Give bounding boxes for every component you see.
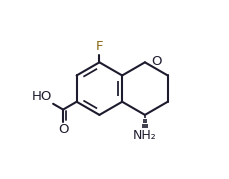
Text: NH₂: NH₂ [133,129,157,142]
Text: HO: HO [31,90,52,103]
Text: O: O [58,124,68,136]
Text: O: O [151,55,162,68]
Text: F: F [96,40,103,54]
